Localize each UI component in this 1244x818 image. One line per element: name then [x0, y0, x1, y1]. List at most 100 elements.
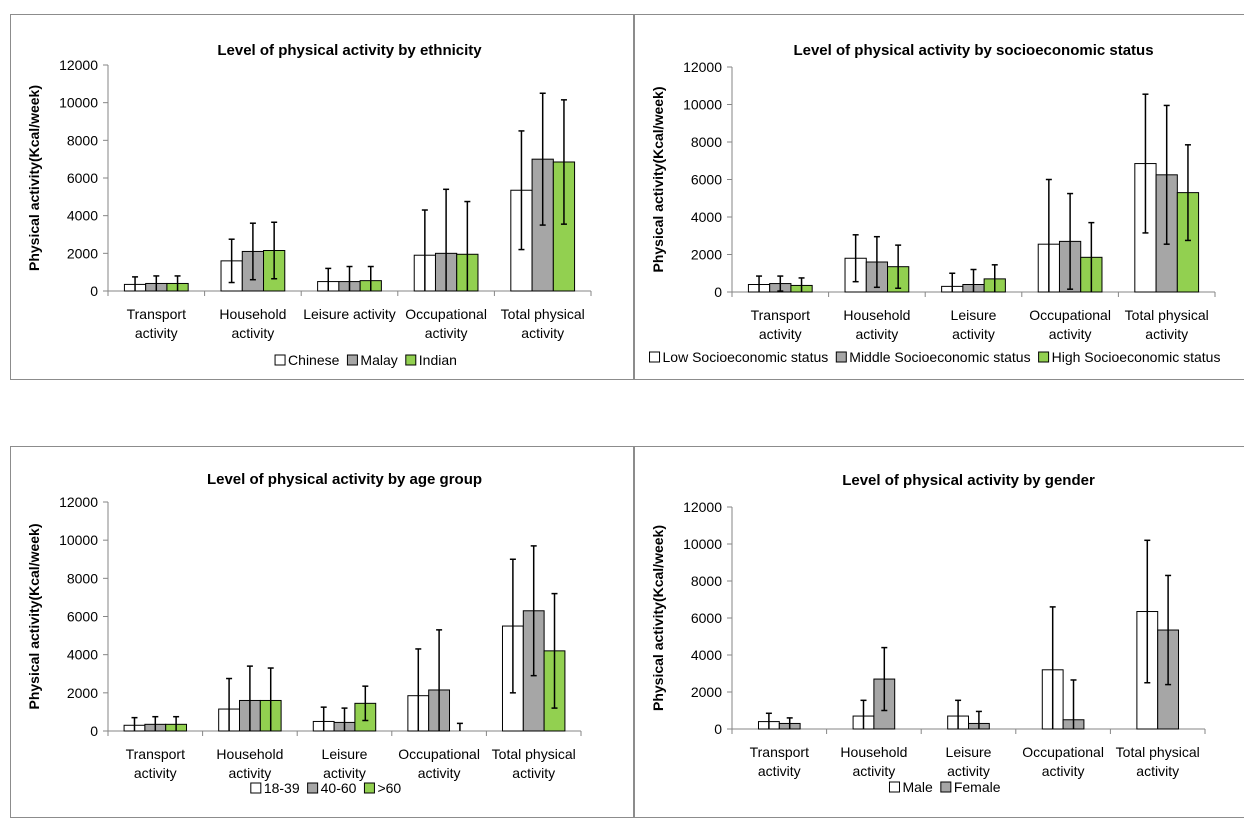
chart-panel-age-group: Level of physical activity by age group P… [10, 446, 634, 818]
y-tick-label: 12000 [59, 57, 98, 73]
category-label: activity [952, 326, 995, 342]
category-label: activity [134, 765, 177, 781]
legend-label: 40-60 [321, 780, 357, 796]
category-label: activity [135, 325, 178, 341]
y-tick-label: 8000 [691, 573, 722, 589]
y-tick-label: 4000 [691, 647, 722, 663]
legend-swatch [1038, 351, 1050, 363]
category-label: activity [521, 325, 564, 341]
legend-swatch [346, 354, 358, 366]
y-tick-label: 0 [90, 723, 98, 739]
y-tick-label: 12000 [683, 499, 722, 515]
category-label: Leisure [946, 744, 992, 760]
category-label: Occupational [405, 306, 487, 322]
legend-label: Middle Socioeconomic status [849, 349, 1030, 365]
chart-panel-gender: Level of physical activity by gender Phys… [634, 446, 1244, 818]
category-label: activity [947, 763, 990, 779]
category-label: activity [418, 765, 461, 781]
legend: 18-39 40-60 >60 [250, 780, 401, 796]
category-label: activity [856, 326, 899, 342]
category-label: activity [1042, 763, 1085, 779]
y-tick-label: 8000 [67, 570, 98, 586]
y-tick-label: 2000 [67, 245, 98, 261]
legend-swatch [274, 354, 286, 366]
y-tick-label: 10000 [683, 536, 722, 552]
y-tick-label: 10000 [59, 95, 98, 111]
y-tick-label: 6000 [691, 610, 722, 626]
category-label: activity [1136, 763, 1179, 779]
chart-title: Level of physical activity by ethnicity [217, 42, 482, 59]
legend-label: Malay [360, 352, 397, 368]
legend-swatch [363, 782, 375, 794]
category-label: Occupational [1022, 744, 1104, 760]
category-label: Transport [127, 306, 187, 322]
chart-panel-socioeconomic: Level of physical activity by socioecono… [634, 14, 1244, 380]
y-axis-label: Physical activity(Kcal/week) [26, 85, 42, 271]
category-label: activity [512, 765, 555, 781]
chart-panel-ethnicity: Level of physical activity by ethnicity P… [10, 14, 634, 380]
legend-swatch [940, 781, 952, 793]
legend-swatch [307, 782, 319, 794]
category-label: Household [216, 746, 283, 762]
category-label: activity [759, 326, 802, 342]
category-label: Total physical [492, 746, 576, 762]
y-tick-label: 0 [714, 284, 722, 300]
legend-swatch [405, 354, 417, 366]
legend-label: Male [902, 779, 933, 795]
category-label: Transport [126, 746, 186, 762]
y-tick-label: 8000 [691, 134, 722, 150]
category-label: activity [758, 763, 801, 779]
y-tick-label: 4000 [67, 208, 98, 224]
category-label: Transport [751, 307, 811, 323]
y-tick-label: 12000 [59, 494, 98, 510]
y-tick-label: 6000 [67, 170, 98, 186]
category-label: Transport [750, 744, 810, 760]
y-axis-label: Physical activity(Kcal/week) [26, 524, 42, 710]
legend-label: Female [954, 779, 1001, 795]
category-label: activity [425, 325, 468, 341]
y-axis-label: Physical activity(Kcal/week) [650, 87, 666, 273]
chart-title: Level of physical activity by socioecono… [793, 42, 1153, 59]
legend-swatch [888, 781, 900, 793]
chart-age-group: Level of physical activity by age group P… [26, 471, 582, 796]
y-tick-label: 0 [90, 283, 98, 299]
category-label: Leisure [322, 746, 368, 762]
y-tick-label: 2000 [691, 247, 722, 263]
legend: Male Female [888, 779, 1001, 795]
y-tick-label: 4000 [67, 647, 98, 663]
legend-label: Low Socioeconomic status [663, 349, 829, 365]
legend-label: 18-39 [264, 780, 300, 796]
legend-label: Indian [419, 352, 457, 368]
category-label: activity [232, 325, 275, 341]
category-label: activity [1145, 326, 1188, 342]
chart-title: Level of physical activity by age group [207, 471, 482, 488]
category-label: Occupational [398, 746, 480, 762]
legend-label: >60 [377, 780, 401, 796]
legend-swatch [835, 351, 847, 363]
chart-ethnicity: Level of physical activity by ethnicity P… [26, 42, 592, 368]
y-tick-label: 6000 [67, 609, 98, 625]
y-tick-label: 2000 [67, 685, 98, 701]
chart-socioeconomic: Level of physical activity by socioecono… [649, 42, 1221, 365]
legend-label: High Socioeconomic status [1052, 349, 1221, 365]
legend-swatch [649, 351, 661, 363]
legend-swatch [250, 782, 262, 794]
category-label: activity [853, 763, 896, 779]
y-axis-label: Physical activity(Kcal/week) [650, 525, 666, 711]
category-label: activity [229, 765, 272, 781]
category-label: Household [840, 744, 907, 760]
y-tick-label: 0 [714, 721, 722, 737]
category-label: Household [843, 307, 910, 323]
y-tick-label: 10000 [683, 97, 722, 113]
legend: Low Socioeconomic status Middle Socioecon… [649, 349, 1221, 365]
y-tick-label: 2000 [691, 684, 722, 700]
y-tick-label: 12000 [683, 59, 722, 75]
category-label: Leisure activity [303, 306, 396, 322]
category-label: Total physical [501, 306, 585, 322]
category-label: activity [1049, 326, 1092, 342]
legend-label: Chinese [288, 352, 340, 368]
y-tick-label: 4000 [691, 209, 722, 225]
category-label: Household [219, 306, 286, 322]
category-label: Total physical [1116, 744, 1200, 760]
chart-gender: Level of physical activity by gender Phys… [650, 472, 1206, 795]
